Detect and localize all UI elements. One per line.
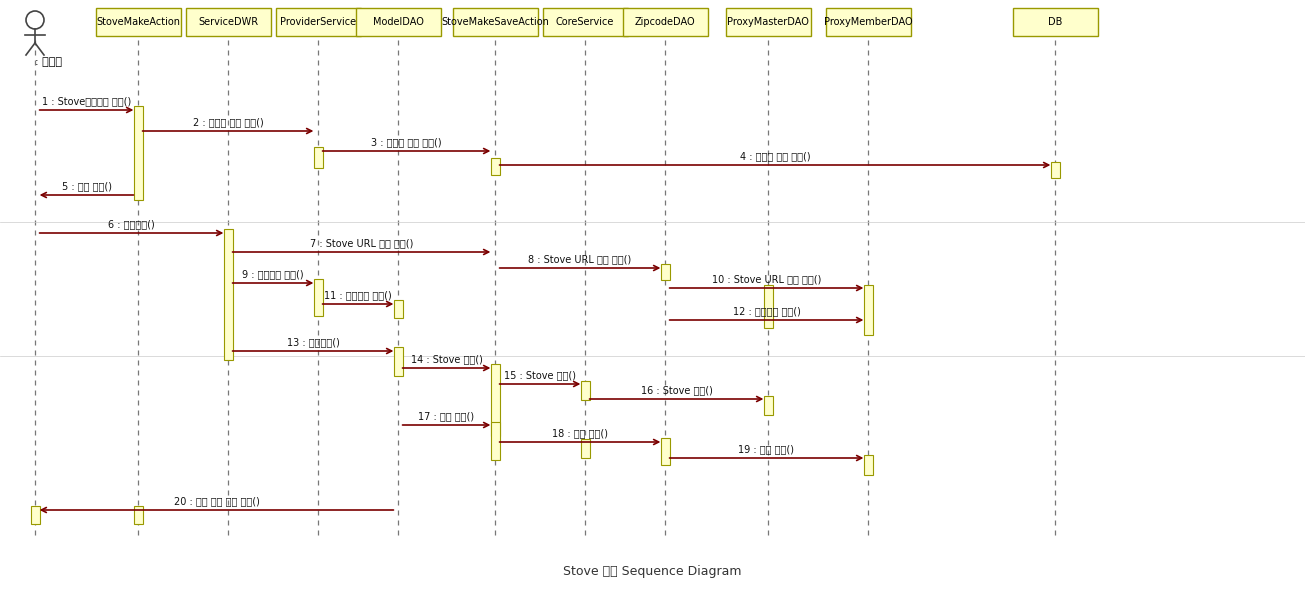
Bar: [660, 264, 669, 280]
Text: 10 : Stove URL 중복 검사(): 10 : Stove URL 중복 검사(): [711, 274, 821, 284]
Bar: [355, 8, 441, 36]
Bar: [453, 8, 538, 36]
Text: 3 : 서비스 종류 조회(): 3 : 서비스 종류 조회(): [371, 137, 442, 147]
Bar: [581, 439, 590, 458]
Text: 2 : 서비스 종류 조회(): 2 : 서비스 종류 조회(): [193, 117, 264, 127]
Bar: [491, 158, 500, 175]
Text: 6 : 정보입력(): 6 : 정보입력(): [108, 219, 155, 229]
Bar: [491, 364, 500, 436]
Bar: [30, 506, 39, 524]
Text: 19 : 멤버 생성(): 19 : 멤버 생성(): [739, 444, 795, 454]
Bar: [864, 455, 873, 475]
Bar: [622, 8, 707, 36]
Text: 9 : 우편번호 조회(): 9 : 우편번호 조회(): [243, 269, 304, 279]
Bar: [1013, 8, 1098, 36]
Text: 8 : Stove URL 중복 검사(): 8 : Stove URL 중복 검사(): [529, 254, 632, 264]
Text: 14 : Stove 생성(): 14 : Stove 생성(): [411, 354, 483, 364]
Bar: [763, 396, 773, 415]
Text: 20 : 정보 처리 결과 반환(): 20 : 정보 처리 결과 반환(): [174, 496, 260, 506]
Bar: [223, 229, 232, 360]
Text: 1 : Stove입력화면 요청(): 1 : Stove입력화면 요청(): [42, 96, 130, 106]
Bar: [394, 300, 402, 318]
Text: Stove 개설 Sequence Diagram: Stove 개설 Sequence Diagram: [564, 565, 741, 578]
Text: 12 : 우편번호 조회(): 12 : 우편번호 조회(): [732, 306, 800, 316]
Text: ZipcodeDAO: ZipcodeDAO: [634, 17, 696, 27]
Bar: [581, 381, 590, 400]
Bar: [826, 8, 911, 36]
Bar: [726, 8, 810, 36]
Text: StoveMakeSaveAction: StoveMakeSaveAction: [441, 17, 549, 27]
Bar: [133, 106, 142, 200]
Text: ModelDAO: ModelDAO: [372, 17, 423, 27]
Bar: [275, 8, 360, 36]
Text: 15 : Stove 생성(): 15 : Stove 생성(): [504, 370, 576, 380]
Text: 11 : 우편번호 조회(): 11 : 우편번호 조회(): [324, 290, 392, 300]
Text: : 사용자: : 사용자: [35, 57, 63, 67]
Text: ProxyMasterDAO: ProxyMasterDAO: [727, 17, 809, 27]
Bar: [394, 347, 402, 376]
Text: DB: DB: [1048, 17, 1062, 27]
Bar: [185, 8, 270, 36]
Text: 17 : 멤버 생성(): 17 : 멤버 생성(): [419, 411, 475, 421]
Text: 5 : 화면 표시(): 5 : 화면 표시(): [61, 181, 111, 191]
Bar: [133, 506, 142, 524]
Text: 7 : Stove URL 중복 검사(): 7 : Stove URL 중복 검사(): [309, 238, 414, 248]
Bar: [864, 285, 873, 335]
Text: 4 : 서비스 종류 조회(): 4 : 서비스 종류 조회(): [740, 151, 810, 161]
Text: ProviderService: ProviderService: [281, 17, 356, 27]
Bar: [313, 147, 322, 168]
Text: StoveMakeAction: StoveMakeAction: [97, 17, 180, 27]
Text: CoreService: CoreService: [556, 17, 615, 27]
Text: ServiceDWR: ServiceDWR: [198, 17, 258, 27]
Bar: [543, 8, 628, 36]
Bar: [313, 279, 322, 316]
Bar: [660, 438, 669, 465]
Bar: [491, 422, 500, 460]
Text: 16 : Stove 생성(): 16 : Stove 생성(): [641, 385, 713, 395]
Bar: [763, 285, 773, 328]
Bar: [95, 8, 180, 36]
Text: 13 : 정보저장(): 13 : 정보저장(): [287, 337, 339, 347]
Bar: [1051, 162, 1060, 178]
Text: 18 : 멤버 생성(): 18 : 멤버 생성(): [552, 428, 608, 438]
Text: ProxyMemberDAO: ProxyMemberDAO: [823, 17, 912, 27]
